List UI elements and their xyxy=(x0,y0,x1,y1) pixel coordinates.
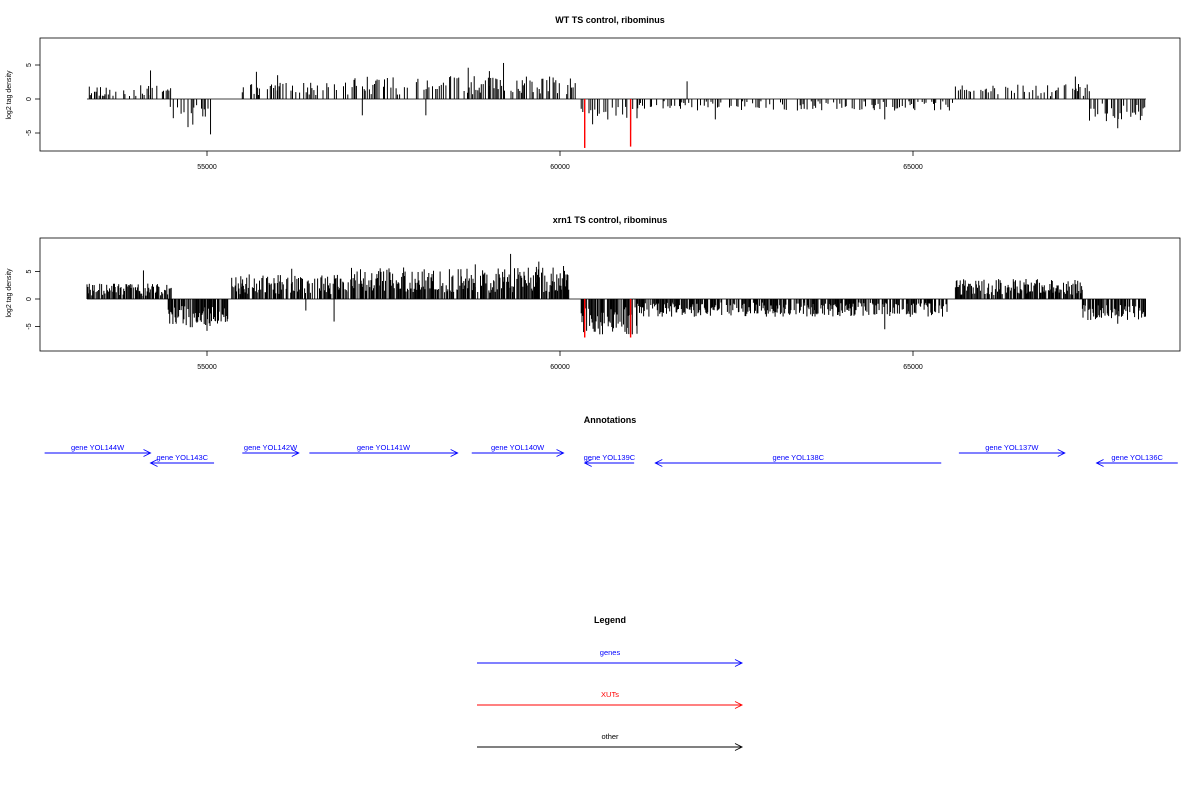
x-tick-label: 55000 xyxy=(197,364,217,371)
gene-arrow-head xyxy=(291,449,300,457)
legend-item: XUTs xyxy=(477,690,744,709)
xrn1-coverage-bars xyxy=(86,253,1146,338)
y-tick-label: 5 xyxy=(26,269,33,273)
x-tick-label: 60000 xyxy=(550,164,570,171)
gene-label: gene YOL136C xyxy=(1111,453,1163,462)
legend-title: Legend xyxy=(594,615,626,625)
gene-arrow-head xyxy=(654,459,663,467)
wt-panel-title: WT TS control, ribominus xyxy=(555,15,665,25)
gene-arrow-head xyxy=(1057,449,1066,457)
gene-arrow: gene YOL136C xyxy=(1095,453,1178,467)
gene-arrow: gene YOL144W xyxy=(44,443,152,457)
gene-arrow: gene YOL143C xyxy=(149,453,215,467)
wt-plot-frame xyxy=(39,37,1181,152)
gene-arrow-head xyxy=(1095,459,1104,467)
legend-label: other xyxy=(601,732,619,741)
gene-arrow: gene YOL139C xyxy=(584,453,636,467)
gene-arrows: gene YOL144W gene YOL143C gene YOL142W gene… xyxy=(44,443,1178,467)
gene-label: gene YOL142W xyxy=(244,443,298,452)
x-tick-label: 55000 xyxy=(197,164,217,171)
gene-label: gene YOL141W xyxy=(357,443,411,452)
gene-arrow-head xyxy=(556,449,565,457)
x-tick-label: 60000 xyxy=(550,364,570,371)
xrn1-coverage-panel: xrn1 TS control, ribominus log2 tag dens… xyxy=(6,215,1181,371)
gene-label: gene YOL143C xyxy=(157,453,209,462)
gene-arrow-head xyxy=(149,459,158,467)
wt-coverage-panel: WT TS control, ribominus log2 tag densit… xyxy=(6,15,1181,171)
annotations-title: Annotations xyxy=(584,415,637,425)
gene-arrow: gene YOL140W xyxy=(471,443,565,457)
legend-arrow-head xyxy=(734,659,744,667)
gene-arrow-head xyxy=(583,459,592,467)
y-tick-label: 5 xyxy=(26,63,33,67)
gene-arrow: gene YOL141W xyxy=(309,443,459,457)
wt-y-axis-label: log2 tag density xyxy=(6,70,13,120)
y-tick-label: 0 xyxy=(26,97,33,101)
xrn1-y-axis-label: log2 tag density xyxy=(6,268,13,318)
legend-arrow-head xyxy=(734,743,744,751)
y-tick-label: -5 xyxy=(26,130,33,136)
xrn1-panel-title: xrn1 TS control, ribominus xyxy=(553,215,668,225)
legend-items: genes XUTs other xyxy=(477,648,744,751)
gene-label: gene YOL138C xyxy=(772,453,824,462)
gene-arrow-head xyxy=(450,449,459,457)
gene-arrow: gene YOL142W xyxy=(242,443,300,457)
legend-arrow-head xyxy=(734,701,744,709)
legend-label: genes xyxy=(600,648,621,657)
gene-label: gene YOL137W xyxy=(985,443,1039,452)
legend-label: XUTs xyxy=(601,690,619,699)
legend-item: genes xyxy=(477,648,744,667)
x-tick-label: 65000 xyxy=(903,164,923,171)
y-tick-label: 0 xyxy=(26,297,33,301)
xrn1-plot-frame xyxy=(39,237,1181,352)
legend: Legend genes XUTs other xyxy=(477,615,744,751)
gene-arrow-head xyxy=(143,449,152,457)
xrn1-axes: 55000 60000 65000 -5 0 5 xyxy=(26,269,923,371)
x-tick-label: 65000 xyxy=(903,364,923,371)
gene-arrow: gene YOL138C xyxy=(654,453,942,467)
gene-label: gene YOL139C xyxy=(584,453,636,462)
wt-coverage-bars xyxy=(86,62,1146,148)
gene-label: gene YOL144W xyxy=(71,443,125,452)
wt-axes: 55000 60000 65000 -5 0 5 xyxy=(26,63,923,171)
legend-item: other xyxy=(477,732,744,751)
gene-label: gene YOL140W xyxy=(491,443,545,452)
y-tick-label: -5 xyxy=(26,323,33,329)
gene-arrow: gene YOL137W xyxy=(958,443,1066,457)
